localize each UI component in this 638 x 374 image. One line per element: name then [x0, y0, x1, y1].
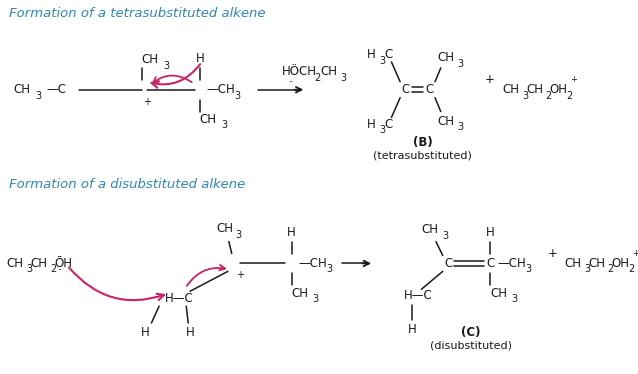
Text: H—C: H—C [404, 289, 433, 302]
Text: H: H [486, 226, 494, 239]
Text: 3: 3 [379, 125, 385, 135]
Text: CH: CH [31, 257, 47, 270]
Text: 3: 3 [379, 56, 385, 66]
Text: CH: CH [6, 257, 23, 270]
Text: H: H [408, 324, 416, 337]
Text: ⋅⋅: ⋅⋅ [57, 265, 62, 274]
Text: (tetrasubstituted): (tetrasubstituted) [373, 150, 472, 160]
Text: C: C [425, 83, 433, 96]
Text: CH: CH [437, 52, 454, 64]
Text: 3: 3 [235, 91, 241, 101]
Text: ⋅⋅: ⋅⋅ [57, 252, 62, 261]
Text: 3: 3 [26, 264, 32, 275]
Text: OH: OH [611, 257, 629, 270]
Text: HÖCH: HÖCH [282, 65, 317, 79]
Text: CH: CH [490, 287, 507, 300]
Text: 3: 3 [442, 231, 449, 240]
Text: CH: CH [422, 223, 438, 236]
Text: +: + [632, 249, 638, 258]
Text: ⋅⋅: ⋅⋅ [288, 77, 293, 86]
Text: CH: CH [565, 257, 582, 270]
Text: ÖH: ÖH [54, 257, 72, 270]
Text: C: C [385, 118, 393, 131]
Text: CH: CH [588, 257, 605, 270]
Text: C: C [486, 257, 494, 270]
Text: CH: CH [320, 65, 338, 79]
Text: Formation of a disubstituted alkene: Formation of a disubstituted alkene [9, 178, 246, 190]
Text: +: + [142, 96, 151, 107]
Text: 3: 3 [341, 73, 346, 83]
Text: 3: 3 [457, 122, 463, 132]
Text: 3: 3 [313, 294, 319, 304]
Text: H: H [287, 226, 296, 239]
Text: 3: 3 [525, 264, 531, 275]
Text: 3: 3 [522, 91, 528, 101]
Text: 2: 2 [607, 264, 614, 275]
Text: 3: 3 [511, 294, 517, 304]
Text: CH: CH [216, 222, 234, 235]
Text: (C): (C) [461, 327, 480, 340]
Text: C: C [402, 83, 410, 96]
Text: CH: CH [526, 83, 543, 96]
Text: +: + [548, 247, 558, 260]
Text: 3: 3 [584, 264, 590, 275]
Text: CH: CH [437, 115, 454, 128]
Text: +: + [486, 73, 495, 86]
Text: 2: 2 [50, 264, 57, 275]
Text: +: + [570, 75, 577, 84]
Text: 2: 2 [567, 91, 573, 101]
Text: H: H [186, 327, 195, 340]
Text: —C: —C [47, 83, 67, 96]
Text: 3: 3 [35, 91, 41, 101]
Text: (disubstituted): (disubstituted) [430, 341, 512, 351]
Text: CH: CH [292, 287, 309, 300]
Text: H—C: H—C [165, 292, 194, 305]
Text: CH: CH [503, 83, 520, 96]
Text: CH: CH [142, 53, 159, 67]
Text: H: H [367, 49, 376, 61]
Text: C: C [385, 49, 393, 61]
Text: CH: CH [200, 113, 217, 126]
Text: —CH: —CH [299, 257, 327, 270]
Text: 3: 3 [235, 230, 242, 240]
Text: +: + [237, 270, 244, 280]
Text: C: C [445, 257, 453, 270]
Text: 3: 3 [163, 61, 170, 71]
Text: (B): (B) [413, 136, 433, 149]
Text: 3: 3 [327, 264, 332, 275]
Text: Formation of a tetrasubstituted alkene: Formation of a tetrasubstituted alkene [9, 7, 265, 20]
Text: H: H [367, 118, 376, 131]
Text: H: H [141, 327, 150, 340]
Text: OH: OH [549, 83, 567, 96]
Text: 2: 2 [628, 264, 635, 275]
Text: —CH: —CH [497, 257, 526, 270]
Text: —CH: —CH [207, 83, 235, 96]
Text: 3: 3 [221, 120, 228, 131]
Text: 2: 2 [315, 73, 321, 83]
Text: 2: 2 [545, 91, 552, 101]
Text: CH: CH [13, 83, 30, 96]
Text: H: H [195, 52, 204, 65]
Text: 3: 3 [457, 59, 463, 69]
